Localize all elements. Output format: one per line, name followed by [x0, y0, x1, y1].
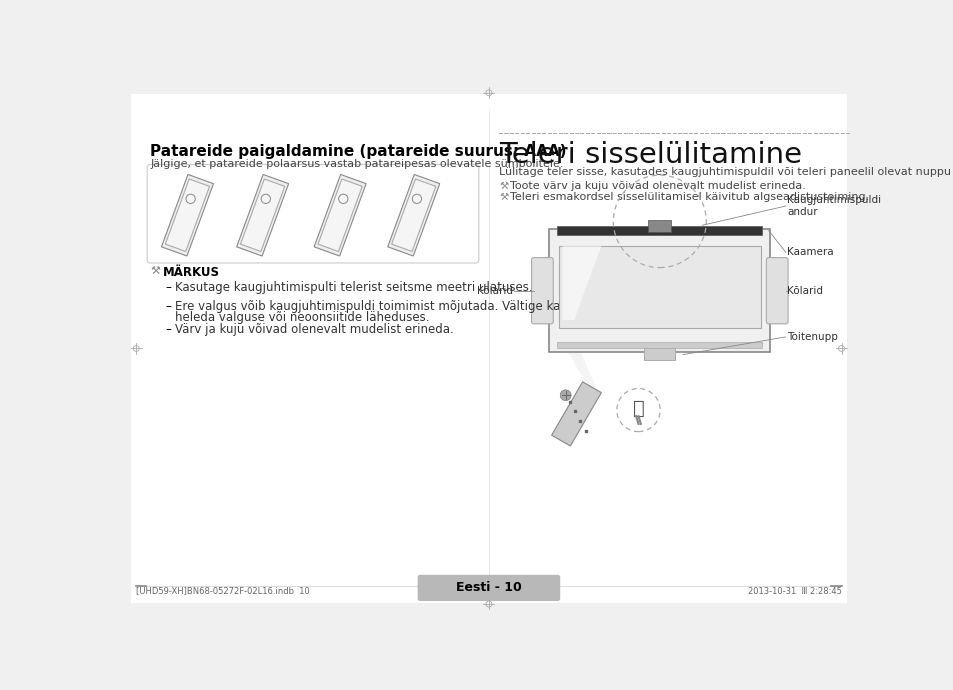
- Text: Kasutage kaugjuhtimispulti telerist seitsme meetri ulatuses.: Kasutage kaugjuhtimispulti telerist seit…: [174, 282, 532, 295]
- Polygon shape: [551, 382, 600, 446]
- Text: MÄRKUS: MÄRKUS: [162, 266, 219, 279]
- Bar: [557, 226, 761, 235]
- Text: Eesti - 10: Eesti - 10: [456, 582, 521, 594]
- FancyBboxPatch shape: [417, 575, 559, 601]
- Polygon shape: [236, 175, 289, 256]
- Text: Toitenupp: Toitenupp: [786, 332, 838, 342]
- Bar: [643, 348, 675, 360]
- Circle shape: [559, 390, 571, 401]
- Polygon shape: [165, 179, 210, 251]
- Polygon shape: [161, 175, 213, 256]
- Text: Kõlarid: Kõlarid: [786, 286, 822, 296]
- FancyBboxPatch shape: [147, 164, 478, 263]
- Text: –: –: [166, 323, 172, 336]
- Text: ⚒: ⚒: [150, 266, 160, 276]
- Text: heleda valguse või neoonsiitide läheduses.: heleda valguse või neoonsiitide läheduse…: [174, 310, 429, 324]
- Bar: [558, 246, 760, 328]
- FancyBboxPatch shape: [531, 257, 553, 324]
- Text: Teleri sisselülitamine: Teleri sisselülitamine: [498, 141, 801, 168]
- Polygon shape: [387, 175, 439, 256]
- Text: Patareide paigaldamine (patareide suurus: AAA): Patareide paigaldamine (patareide suurus…: [150, 144, 566, 159]
- Text: Teleri esmakordsel sisselülitamisel käivitub algseadistustoiming.: Teleri esmakordsel sisselülitamisel käiv…: [509, 192, 868, 202]
- Text: Jälgige, et patareide polaarsus vastab patareipesas olevatele sümbolitele.: Jälgige, et patareide polaarsus vastab p…: [150, 159, 563, 169]
- Polygon shape: [392, 179, 436, 251]
- Text: Kaamera: Kaamera: [786, 247, 833, 257]
- Text: Lülitage teler sisse, kasutades kaugjuhtimispuldil või teleri paneelil olevat nu: Lülitage teler sisse, kasutades kaugjuht…: [498, 168, 953, 177]
- Bar: [557, 342, 761, 348]
- FancyBboxPatch shape: [765, 257, 787, 324]
- Text: Toote värv ja kuju võivad olenevalt mudelist erineda.: Toote värv ja kuju võivad olenevalt mude…: [509, 181, 805, 190]
- Polygon shape: [557, 333, 596, 387]
- Text: ⚒: ⚒: [498, 192, 508, 202]
- Text: ⏻: ⏻: [632, 399, 643, 418]
- Polygon shape: [317, 179, 362, 251]
- Text: Värv ja kuju võivad olenevalt mudelist erineda.: Värv ja kuju võivad olenevalt mudelist e…: [174, 323, 454, 336]
- Polygon shape: [240, 179, 284, 251]
- Text: –: –: [166, 300, 172, 313]
- Text: 2013-10-31  Ⅲ 2:28:45: 2013-10-31 Ⅲ 2:28:45: [747, 586, 841, 595]
- Bar: [549, 229, 769, 353]
- Text: –: –: [166, 282, 172, 295]
- Text: [UHD59-XH]BN68-05272F-02L16.indb  10: [UHD59-XH]BN68-05272F-02L16.indb 10: [136, 586, 310, 595]
- Text: Kaugjuhtimispuldi
andur: Kaugjuhtimispuldi andur: [786, 195, 881, 217]
- Polygon shape: [562, 246, 600, 320]
- Bar: [647, 220, 671, 232]
- Text: Kõlarid: Kõlarid: [476, 286, 513, 296]
- Polygon shape: [314, 175, 366, 256]
- Text: Ere valgus võib kaugjuhtimispuldi toimimist mõjutada. Vältige kasutamist eriti: Ere valgus võib kaugjuhtimispuldi toimim…: [174, 300, 639, 313]
- Text: ⚒: ⚒: [498, 181, 508, 190]
